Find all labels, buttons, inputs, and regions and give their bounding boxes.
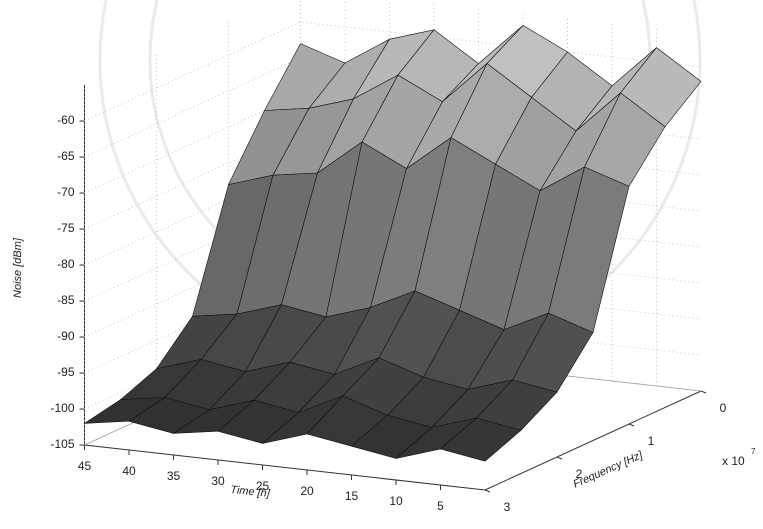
- z-tick-label: -105: [50, 437, 74, 451]
- z-tick-label: -65: [57, 149, 75, 163]
- z-tick-label: -100: [50, 401, 74, 415]
- y-multiplier-exp: 7: [751, 447, 756, 456]
- surface: [85, 25, 702, 461]
- y-tick-label: 1: [648, 434, 655, 448]
- x-tick-label: 5: [437, 499, 444, 513]
- y-multiplier: x 10: [722, 454, 745, 468]
- z-tick-label: -60: [57, 113, 75, 127]
- x-tick-label: 15: [345, 489, 359, 503]
- y-tick-label: 2: [576, 467, 583, 481]
- x-tick-label: 10: [389, 494, 403, 508]
- z-tick-label: -70: [57, 185, 75, 199]
- y-tick: [557, 457, 562, 459]
- x-tick-label: 35: [167, 469, 181, 483]
- z-tick-label: -90: [57, 329, 75, 343]
- z-tick-label: -85: [57, 293, 75, 307]
- z-tick-label: -80: [57, 257, 75, 271]
- y-tick: [701, 391, 706, 393]
- y-axis-label: Frequency [Hz]: [571, 449, 645, 491]
- y-tick: [485, 490, 490, 492]
- z-tick-label: -95: [57, 365, 75, 379]
- x-tick-label: 20: [300, 484, 314, 498]
- x-tick-label: 25: [256, 479, 270, 493]
- x-tick-label: 30: [211, 474, 225, 488]
- y-tick: [629, 424, 634, 426]
- y-tick-label: 0: [720, 401, 727, 415]
- x-tick-label: 40: [122, 464, 136, 478]
- chart: Noise [dBm] Time [h] Frequency [Hz] x 10…: [0, 0, 763, 529]
- z-tick-label: -75: [57, 221, 75, 235]
- x-tick-label: 45: [78, 459, 92, 473]
- z-axis-label: Noise [dBm]: [12, 237, 24, 298]
- y-tick-label: 3: [504, 500, 511, 514]
